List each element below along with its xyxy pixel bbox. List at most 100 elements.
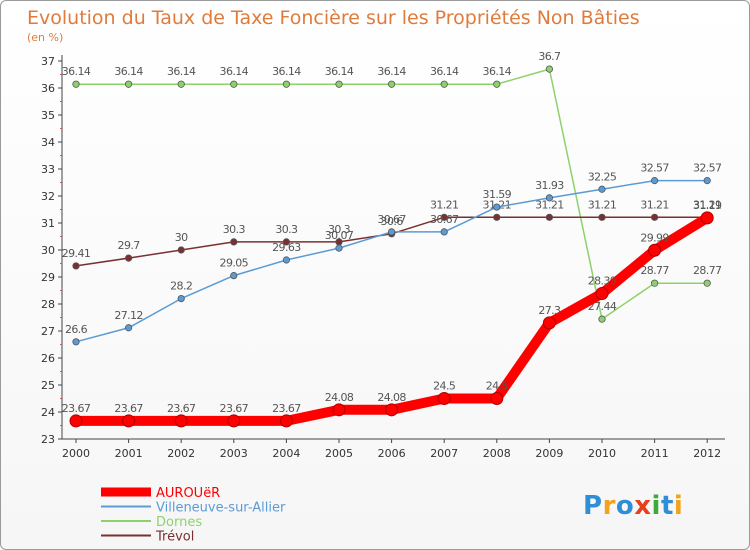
data-point [72, 80, 80, 88]
legend-label: Villeneuve-sur-Allier [156, 501, 286, 516]
y-tick-label: 25 [41, 379, 55, 392]
x-tick-label: 2007 [430, 447, 458, 460]
data-label: 23.67 [62, 402, 91, 415]
data-point [700, 211, 714, 225]
data-label: 30.67 [377, 213, 406, 226]
data-point [227, 414, 241, 428]
logo-letter: r [602, 491, 616, 521]
data-point [650, 279, 659, 287]
series-aurou-r: 23.67 23.67 23.67 23.67 23.67 24.08 24.08 24.5 2… [62, 199, 723, 428]
logo-letter: x [634, 491, 652, 521]
x-tick-label: 2001 [115, 447, 143, 460]
data-point [335, 244, 343, 252]
y-tick-label: 28 [41, 298, 55, 311]
data-point [230, 238, 238, 246]
data-label: 30.07 [325, 229, 354, 242]
y-tick-label: 24 [41, 406, 55, 419]
data-label: 31.21 [430, 198, 459, 211]
data-point [598, 213, 606, 221]
x-tick-label: 2012 [693, 447, 721, 460]
data-point [648, 243, 662, 257]
x-tick-label: 2011 [641, 447, 669, 460]
data-label: 30.6 [381, 215, 404, 228]
data-label: 28.39 [588, 274, 617, 287]
data-label: 36.14 [220, 65, 249, 78]
data-point [230, 80, 238, 88]
data-point [282, 256, 290, 264]
y-tick-label: 31 [41, 217, 55, 230]
data-point [72, 338, 80, 346]
y-tick-label: 29 [41, 271, 55, 284]
y-tick-label: 36 [41, 82, 55, 95]
data-label: 28.77 [693, 264, 722, 277]
data-point [177, 246, 185, 254]
data-label: 23.67 [220, 402, 249, 415]
data-point [545, 194, 554, 202]
data-label: 28.2 [170, 280, 192, 293]
data-label: 31.19 [693, 199, 722, 212]
data-point [125, 254, 133, 262]
data-point [69, 414, 83, 428]
chart-subtitle: (en %) [27, 31, 64, 44]
data-label: 36.14 [483, 65, 512, 78]
proxiti-logo: Proxiti [583, 491, 683, 521]
data-label: 23.67 [114, 402, 143, 415]
data-point [545, 213, 554, 221]
data-label: 28.77 [640, 264, 669, 277]
data-label: 30.3 [328, 223, 351, 236]
data-point [650, 213, 659, 221]
y-tick-label: 27 [41, 325, 55, 338]
data-label: 30 [175, 231, 188, 244]
data-point [174, 414, 188, 428]
legend-label: AUROUëR [156, 486, 220, 501]
logo-letter: P [583, 491, 603, 521]
data-label: 23.67 [272, 402, 301, 415]
data-label: 30.67 [430, 213, 459, 226]
data-point [125, 80, 133, 88]
x-tick-label: 2008 [483, 447, 511, 460]
data-label: 36.14 [114, 65, 143, 78]
logo-letter: i [673, 491, 684, 521]
series-dornes: 36.14 36.14 36.14 36.14 36.14 36.14 36.14 36.14… [62, 50, 723, 323]
data-label: 31.93 [535, 179, 564, 192]
data-point [387, 228, 396, 236]
data-point [177, 80, 185, 88]
data-point [545, 65, 554, 73]
y-tick-label: 26 [41, 352, 55, 365]
data-label: 36.14 [430, 65, 459, 78]
data-label: 36.14 [272, 65, 301, 78]
data-label: 31.21 [535, 198, 564, 211]
data-label: 31.21 [640, 198, 669, 211]
data-point [332, 403, 346, 417]
data-label: 27.44 [588, 300, 617, 313]
data-label: 26.6 [65, 323, 88, 336]
data-point [493, 203, 501, 211]
data-label: 31.21 [693, 198, 722, 211]
data-label: 24.5 [433, 380, 456, 393]
data-label: 31.21 [588, 198, 617, 211]
x-tick-label: 2004 [272, 447, 300, 460]
data-label: 36.14 [377, 65, 406, 78]
data-point [440, 228, 448, 236]
data-point [72, 262, 80, 270]
legend-label: Dornes [156, 515, 202, 530]
data-label: 27.3 [538, 304, 561, 317]
data-label: 29.99 [640, 231, 669, 244]
data-label: 29.05 [220, 257, 249, 270]
data-label: 24.08 [325, 391, 354, 404]
y-tick-label: 37 [41, 55, 55, 68]
data-label: 32.57 [640, 162, 669, 175]
data-point [542, 316, 556, 330]
data-point [598, 185, 606, 193]
data-point [437, 392, 451, 405]
data-label: 27.12 [114, 309, 143, 322]
chart-title: Evolution du Taux de Taxe Foncière sur l… [27, 7, 640, 29]
logo-letter: i [651, 491, 661, 521]
data-point [493, 80, 501, 88]
x-tick-label: 2006 [378, 447, 406, 460]
data-point [387, 80, 396, 88]
x-tick-label: 2005 [325, 447, 353, 460]
logo-letter: o [615, 491, 635, 521]
data-point [650, 177, 659, 185]
